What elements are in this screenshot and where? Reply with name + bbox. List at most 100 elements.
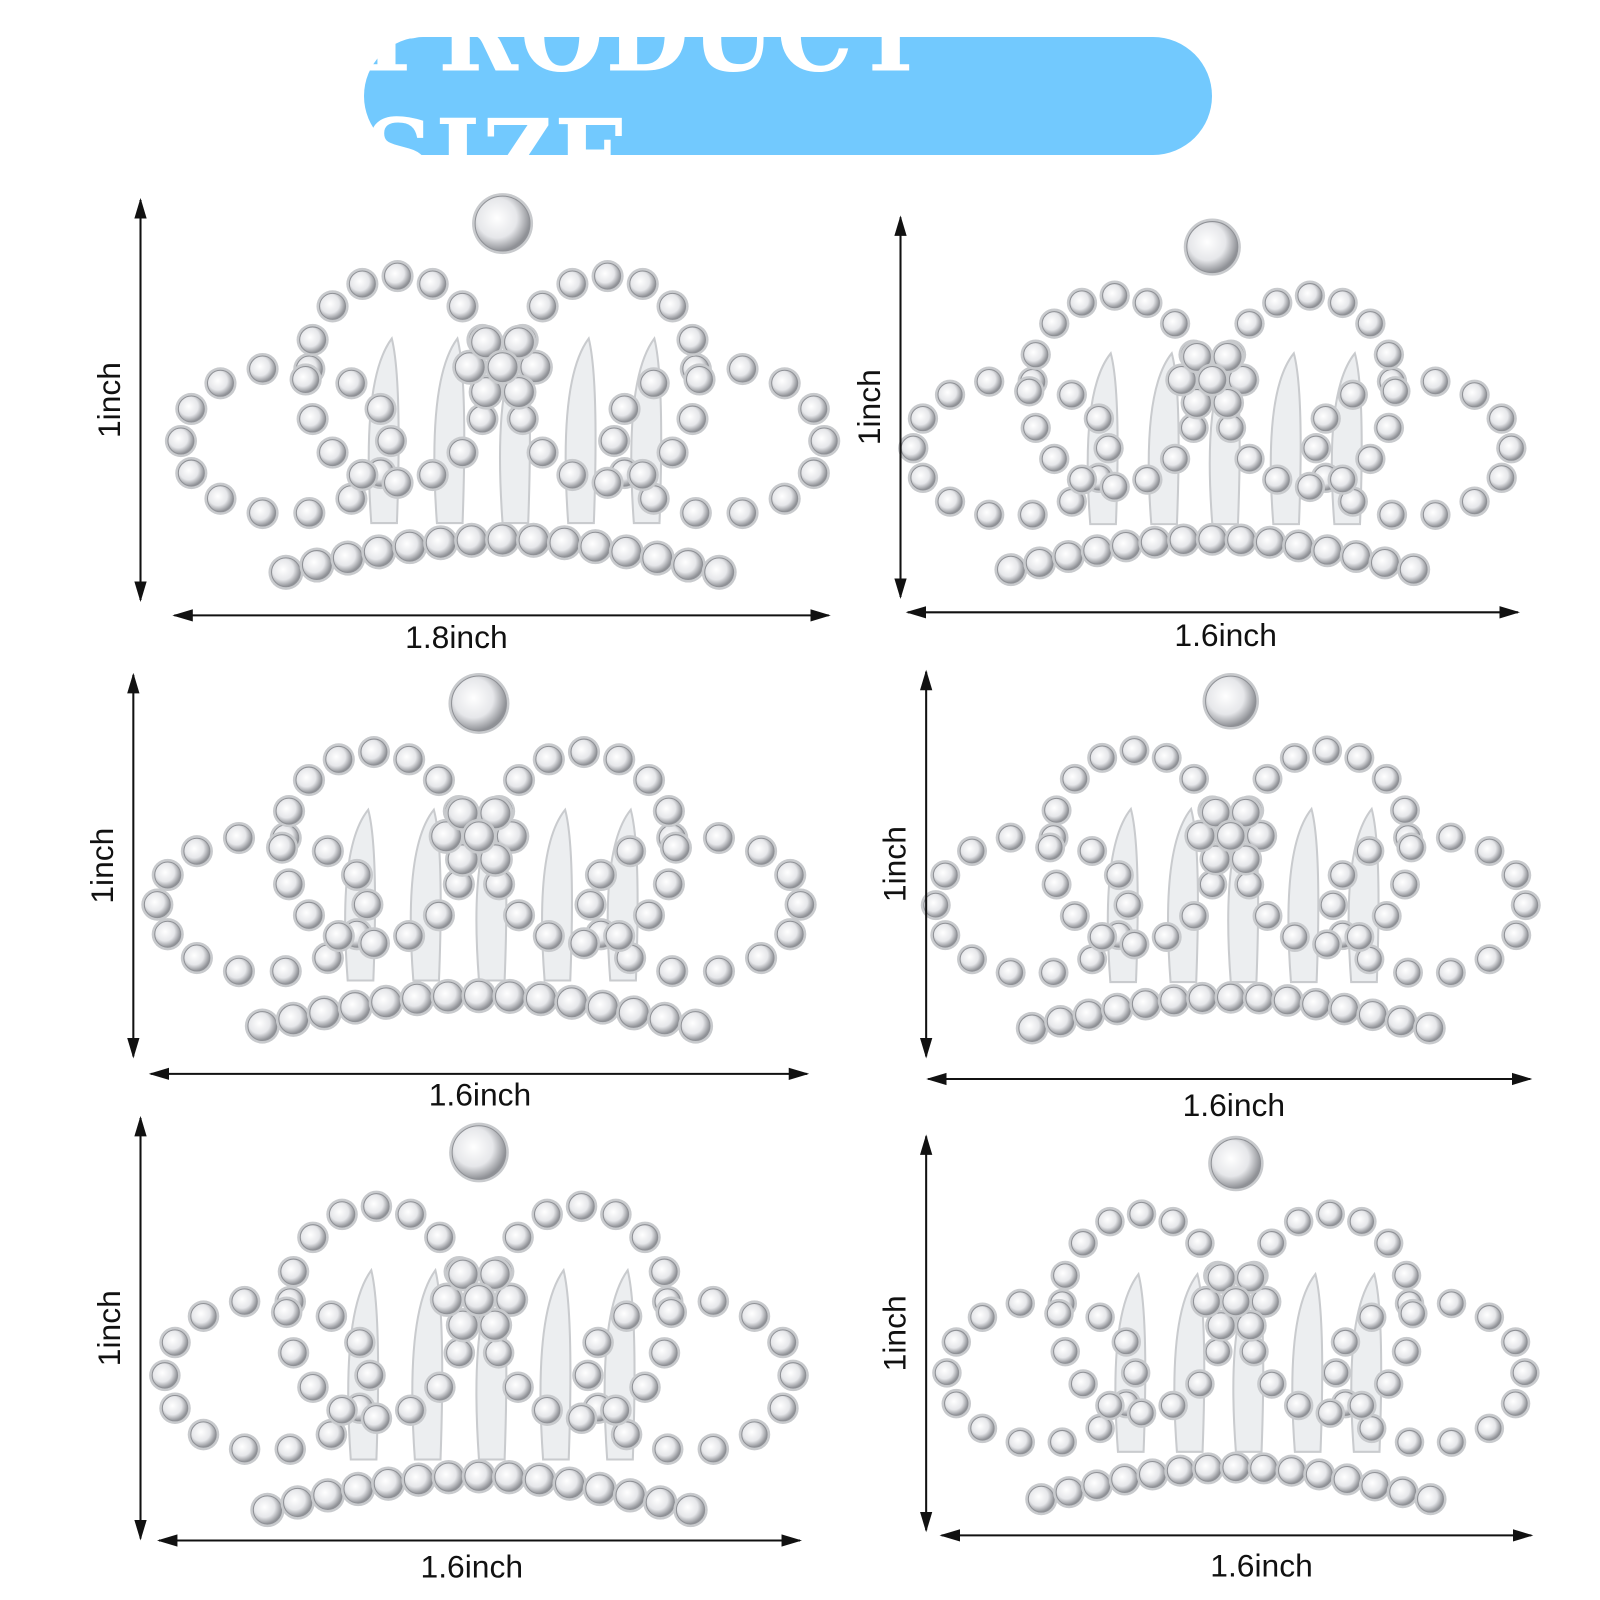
rhinestone: [1186, 221, 1239, 274]
rhinestone: [384, 469, 412, 497]
rhinestone: [464, 821, 494, 852]
rhinestone: [570, 929, 598, 957]
height-label: 1inch: [84, 828, 120, 904]
rhinestone: [1297, 474, 1323, 500]
rhinestone: [682, 499, 710, 527]
rhinestone: [509, 405, 537, 433]
rhinestone: [397, 1397, 424, 1424]
rhinestone: [1314, 931, 1340, 957]
rhinestone: [635, 766, 663, 794]
rhinestone: [631, 1374, 659, 1401]
rhinestone: [779, 1362, 807, 1389]
rhinestone: [959, 838, 985, 864]
rhinestone: [348, 270, 376, 298]
rhinestone: [1207, 1264, 1235, 1292]
rhinestone: [496, 821, 527, 852]
rhinestone: [1284, 531, 1313, 560]
rhinestone: [1041, 311, 1067, 337]
width-label: 1.8inch: [405, 619, 507, 655]
rhinestone: [1323, 1360, 1349, 1386]
rhinestone: [363, 1405, 390, 1432]
rhinestone: [1286, 1209, 1311, 1234]
crown-hair-comb-3: [141, 672, 817, 1044]
rhinestone: [292, 365, 320, 393]
rhinestone: [1218, 415, 1244, 441]
rhinestone: [275, 797, 303, 825]
rhinestone: [356, 1362, 384, 1389]
rhinestone: [662, 834, 690, 862]
rhinestone: [1376, 1371, 1401, 1397]
rhinestone: [395, 745, 423, 773]
rhinestone: [1055, 1478, 1083, 1506]
rhinestone: [1512, 1360, 1538, 1386]
rhinestone: [1054, 542, 1083, 571]
rhinestone: [800, 459, 828, 487]
rhinestone: [1222, 1288, 1250, 1316]
rhinestone: [1379, 502, 1405, 528]
rhinestone: [360, 738, 388, 766]
rhinestone: [1069, 467, 1095, 493]
rhinestone: [446, 1339, 473, 1367]
rhinestone: [346, 1329, 374, 1356]
rhinestone: [613, 1421, 640, 1448]
rhinestone: [206, 369, 234, 397]
rhinestone: [190, 1303, 217, 1330]
rhinestone: [1503, 1391, 1528, 1416]
rhinestone: [249, 355, 277, 383]
rhinestone: [810, 427, 838, 455]
crown-hair-comb-5: [149, 1122, 809, 1528]
rhinestone: [1250, 1454, 1278, 1482]
rhinestone: [678, 405, 707, 433]
rhinestone: [1062, 903, 1088, 929]
rhinestone: [568, 1405, 595, 1432]
comb-tooth: [1269, 351, 1302, 526]
rhinestone: [231, 1288, 258, 1315]
rhinestone: [1398, 835, 1424, 860]
rhinestone: [1330, 467, 1356, 493]
rhinestone: [675, 1495, 706, 1525]
rhinestone: [1237, 1312, 1265, 1340]
rhinestone: [1387, 1007, 1415, 1036]
rhinestone: [275, 870, 303, 898]
rhinestone: [585, 1474, 615, 1504]
rhinestone: [1140, 528, 1169, 557]
rhinestone: [1477, 1305, 1502, 1330]
rhinestone: [1227, 526, 1256, 554]
rhinestone: [340, 992, 371, 1023]
rhinestone: [600, 427, 628, 455]
rhinestone: [1251, 1288, 1279, 1316]
rhinestone: [1232, 798, 1260, 827]
rhinestone: [468, 405, 496, 433]
rhinestone: [1330, 290, 1356, 316]
rhinestone: [1062, 766, 1088, 792]
height-label: 1inch: [877, 826, 913, 902]
rhinestone: [769, 1329, 797, 1356]
width-label: 1.6inch: [1183, 1087, 1285, 1123]
rhinestone: [635, 901, 663, 929]
rhinestone: [1264, 467, 1290, 493]
rhinestone: [555, 1469, 585, 1499]
rhinestone: [1103, 995, 1131, 1023]
rhinestone: [1461, 382, 1488, 408]
rhinestone: [371, 987, 402, 1018]
rhinestone: [518, 525, 549, 556]
rhinestone: [177, 395, 205, 423]
rhinestone: [769, 1395, 797, 1422]
rhinestone: [1199, 872, 1225, 897]
rhinestone: [353, 891, 381, 919]
rhinestone: [1167, 365, 1196, 394]
rhinestone: [976, 502, 1002, 528]
rhinestone: [419, 461, 447, 489]
rhinestone: [454, 352, 485, 383]
rhinestone: [705, 824, 733, 852]
rhinestone: [747, 944, 775, 972]
rhinestone: [1192, 1288, 1220, 1316]
rhinestone: [1305, 1460, 1333, 1488]
rhinestone: [1259, 1371, 1285, 1397]
rhinestone: [494, 1462, 524, 1492]
rhinestone: [1102, 283, 1128, 309]
rhinestone: [535, 745, 563, 773]
rhinestone: [190, 1421, 217, 1448]
rhinestone: [529, 439, 557, 467]
rhinestone: [776, 920, 804, 948]
